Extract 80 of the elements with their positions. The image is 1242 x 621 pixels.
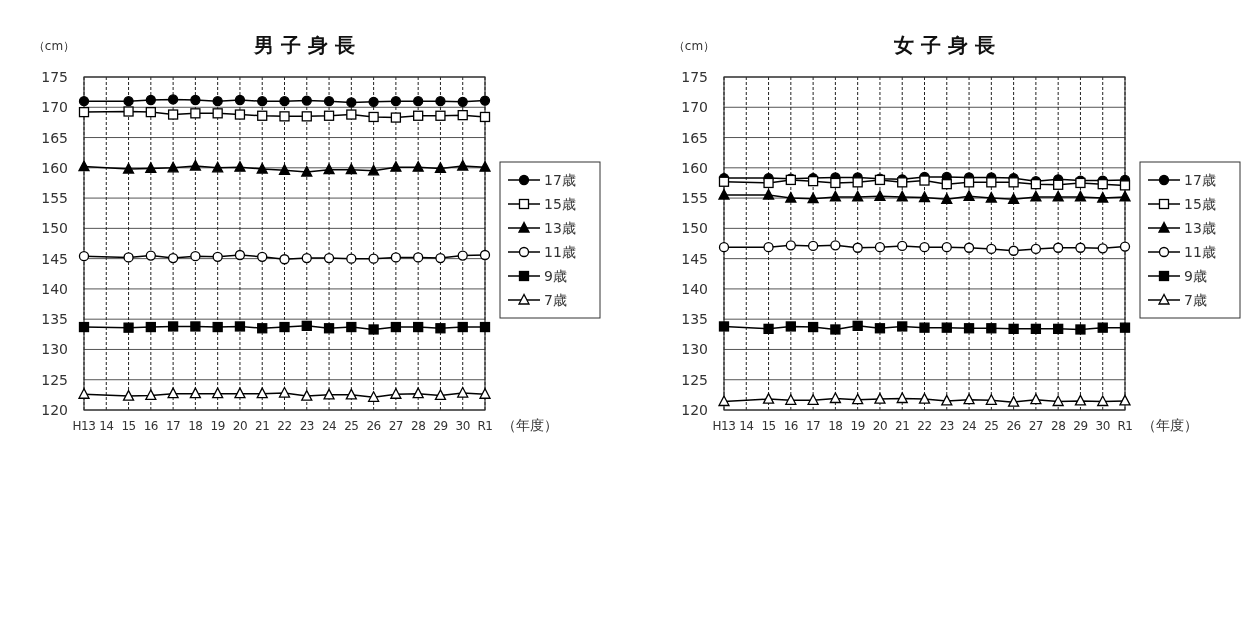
- chart-title: 男 子 身 長: [253, 33, 355, 57]
- x-tick-label: 21: [255, 419, 270, 433]
- x-tick-label: 26: [366, 419, 381, 433]
- y-tick-label: 160: [681, 159, 708, 176]
- x-tick-label: 26: [1006, 419, 1021, 433]
- chart-title: 女 子 身 長: [893, 33, 995, 57]
- legend-label: 15歳: [1184, 196, 1216, 212]
- y-tick-label: 125: [681, 371, 708, 388]
- y-tick-label: 140: [41, 280, 68, 297]
- x-axis-title: （年度）: [1142, 417, 1198, 433]
- x-tick-label: 21: [895, 419, 910, 433]
- x-tick-label: 30: [1095, 419, 1110, 433]
- y-tick-label: 160: [41, 159, 68, 176]
- x-tick-label: 17: [165, 419, 181, 433]
- legend-label: 9歳: [1184, 268, 1207, 284]
- x-tick-label: 29: [1073, 419, 1088, 433]
- y-tick-label: 155: [681, 190, 708, 207]
- legend-label: 7歳: [1184, 292, 1207, 308]
- legend-label: 15歳: [544, 196, 576, 212]
- y-tick-label: 165: [41, 129, 68, 146]
- x-tick-label: 23: [939, 419, 954, 433]
- y-tick-label: 120: [41, 402, 68, 418]
- x-tick-label: 19: [850, 419, 865, 433]
- y-tick-label: 165: [681, 129, 708, 146]
- x-tick-label: 27: [388, 419, 404, 433]
- y-tick-label: 155: [41, 190, 68, 207]
- legend-label: 17歳: [1184, 172, 1216, 188]
- y-tick-label: 150: [681, 220, 708, 237]
- x-tick-label: 29: [433, 419, 448, 433]
- x-tick-label: H13: [712, 419, 736, 433]
- x-tick-label: 24: [321, 419, 337, 433]
- legend-label: 13歳: [544, 220, 576, 236]
- y-tick-label: 120: [681, 402, 708, 418]
- x-tick-label: 20: [872, 419, 888, 433]
- legend-label: 13歳: [1184, 220, 1216, 236]
- x-tick-label: 25: [984, 419, 999, 433]
- y-tick-label: 175: [41, 69, 68, 85]
- y-axis-title: （cm）: [672, 39, 716, 53]
- x-tick-label: 18: [188, 419, 203, 433]
- y-tick-label: 145: [681, 250, 708, 267]
- x-tick-label: R1: [1117, 419, 1133, 433]
- x-axis-title: （年度）: [502, 417, 558, 433]
- y-tick-label: 170: [41, 99, 68, 116]
- x-tick-label: 15: [121, 419, 136, 433]
- x-tick-label: 28: [411, 419, 426, 433]
- x-tick-label: 18: [828, 419, 843, 433]
- y-tick-label: 130: [41, 341, 68, 358]
- x-tick-label: H13: [72, 419, 96, 433]
- x-tick-label: 14: [99, 419, 114, 433]
- y-axis-title: （cm）: [32, 39, 76, 53]
- y-tick-label: 135: [41, 311, 68, 328]
- x-tick-label: 14: [739, 419, 754, 433]
- x-tick-label: 22: [277, 419, 292, 433]
- x-tick-label: R1: [477, 419, 493, 433]
- y-tick-label: 135: [681, 311, 708, 328]
- y-tick-label: 130: [681, 341, 708, 358]
- legend-label: 9歳: [544, 268, 567, 284]
- legend-label: 11歳: [544, 244, 576, 260]
- legend-label: 17歳: [544, 172, 576, 188]
- x-tick-label: 30: [455, 419, 470, 433]
- y-tick-label: 170: [681, 99, 708, 116]
- x-tick-label: 24: [961, 419, 977, 433]
- x-tick-label: 16: [783, 419, 798, 433]
- x-tick-label: 27: [1028, 419, 1044, 433]
- x-tick-label: 17: [805, 419, 821, 433]
- y-tick-label: 140: [681, 280, 708, 297]
- x-tick-label: 28: [1051, 419, 1066, 433]
- legend-label: 7歳: [544, 292, 567, 308]
- x-tick-label: 16: [143, 419, 158, 433]
- x-tick-label: 15: [761, 419, 776, 433]
- x-tick-label: 25: [344, 419, 359, 433]
- y-tick-label: 145: [41, 250, 68, 267]
- x-tick-label: 19: [210, 419, 225, 433]
- y-tick-label: 150: [41, 220, 68, 237]
- x-tick-label: 23: [299, 419, 314, 433]
- x-tick-label: 22: [917, 419, 932, 433]
- legend-label: 11歳: [1184, 244, 1216, 260]
- y-tick-label: 125: [41, 371, 68, 388]
- y-tick-label: 175: [681, 69, 708, 85]
- x-tick-label: 20: [232, 419, 248, 433]
